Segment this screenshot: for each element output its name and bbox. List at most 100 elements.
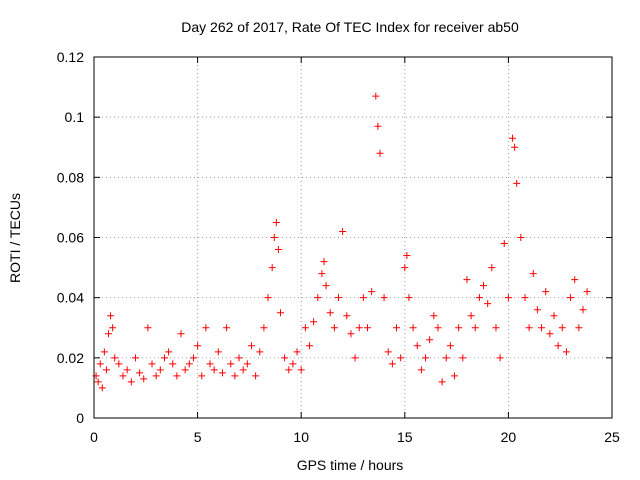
data-point-marker (355, 324, 363, 332)
data-point-marker (571, 276, 579, 284)
data-point-marker (100, 348, 108, 356)
data-point-marker (107, 312, 115, 320)
data-point-marker (513, 179, 521, 187)
data-points (92, 92, 591, 392)
data-point-marker (364, 324, 372, 332)
data-point-marker (235, 354, 243, 362)
data-point-marker (393, 324, 401, 332)
data-point-marker (442, 354, 450, 362)
grid-lines (94, 57, 612, 418)
data-point-marker (504, 294, 512, 302)
data-point-marker (268, 264, 276, 272)
data-point-marker (152, 372, 160, 380)
data-point-marker (330, 324, 338, 332)
data-point-marker (475, 294, 483, 302)
data-point-marker (293, 348, 301, 356)
data-point-marker (276, 309, 284, 317)
data-point-marker (372, 92, 380, 100)
data-point-marker (334, 294, 342, 302)
data-point-marker (94, 378, 102, 386)
data-point-marker (542, 288, 550, 296)
data-point-marker (136, 369, 144, 377)
data-point-marker (517, 234, 525, 241)
y-tick-label: 0.08 (57, 169, 84, 185)
data-point-marker (484, 300, 492, 308)
data-point-marker (185, 360, 193, 368)
data-point-marker (403, 252, 411, 260)
data-point-marker (314, 294, 322, 302)
data-point-marker (285, 366, 293, 374)
data-point-marker (343, 312, 351, 320)
data-point-marker (376, 149, 384, 157)
data-point-marker (231, 372, 239, 380)
x-tick-label: 5 (194, 429, 202, 445)
data-point-marker (111, 354, 119, 362)
data-point-marker (380, 294, 388, 302)
data-point-marker (467, 312, 475, 320)
data-point-marker (297, 366, 305, 374)
data-point-marker (115, 360, 123, 368)
data-point-marker (463, 276, 471, 284)
data-point-marker (109, 324, 117, 332)
data-point-marker (339, 227, 347, 235)
data-point-marker (368, 288, 376, 296)
data-point-marker (227, 360, 235, 368)
data-point-marker (455, 324, 463, 332)
data-point-marker (492, 324, 500, 332)
data-point-marker (397, 354, 405, 362)
y-axis-label: ROTI / TECUs (7, 193, 23, 283)
data-point-marker (562, 348, 570, 356)
data-point-marker (496, 354, 504, 362)
data-point-marker (256, 348, 264, 356)
data-point-marker (347, 330, 355, 338)
data-point-marker (388, 360, 396, 368)
data-point-marker (144, 324, 152, 332)
data-point-marker (105, 330, 113, 338)
data-point-marker (471, 324, 479, 332)
data-point-marker (567, 294, 575, 302)
data-point-marker (525, 324, 533, 332)
data-point-marker (223, 324, 231, 332)
data-point-marker (529, 270, 537, 278)
data-point-marker (194, 342, 202, 350)
data-point-marker (359, 294, 367, 302)
data-point-marker (289, 360, 297, 368)
data-point-marker (218, 369, 226, 377)
data-point-marker (160, 354, 168, 362)
data-point-marker (417, 366, 425, 374)
data-point-marker (533, 306, 541, 314)
data-point-marker (301, 324, 309, 332)
data-point-marker (509, 134, 517, 142)
y-tick-label: 0.1 (65, 109, 85, 125)
data-point-marker (488, 264, 496, 272)
y-tick-label: 0 (76, 410, 84, 426)
data-point-marker (206, 360, 214, 368)
data-point-marker (550, 312, 558, 320)
data-point-marker (422, 354, 430, 362)
data-point-marker (270, 234, 278, 241)
data-point-marker (438, 378, 446, 386)
data-point-marker (189, 354, 197, 362)
data-point-marker (409, 324, 417, 332)
data-point-marker (131, 354, 139, 362)
data-point-marker (351, 354, 359, 362)
data-point-marker (405, 294, 413, 302)
y-tick-label: 0.06 (57, 230, 84, 246)
data-point-marker (305, 342, 313, 350)
data-point-marker (98, 384, 106, 392)
data-point-marker (140, 375, 148, 383)
data-point-marker (511, 143, 519, 151)
data-point-marker (322, 282, 330, 290)
data-point-marker (243, 360, 251, 368)
data-point-marker (326, 309, 334, 317)
data-point-marker (165, 348, 173, 356)
data-point-marker (430, 312, 438, 320)
data-point-marker (320, 258, 328, 266)
data-point-marker (451, 372, 459, 380)
data-point-marker (181, 366, 189, 374)
data-point-marker (264, 294, 272, 302)
data-point-marker (374, 122, 382, 130)
data-point-marker (480, 282, 488, 290)
data-point-marker (583, 288, 591, 296)
chart-title: Day 262 of 2017, Rate Of TEC Index for r… (181, 19, 519, 35)
